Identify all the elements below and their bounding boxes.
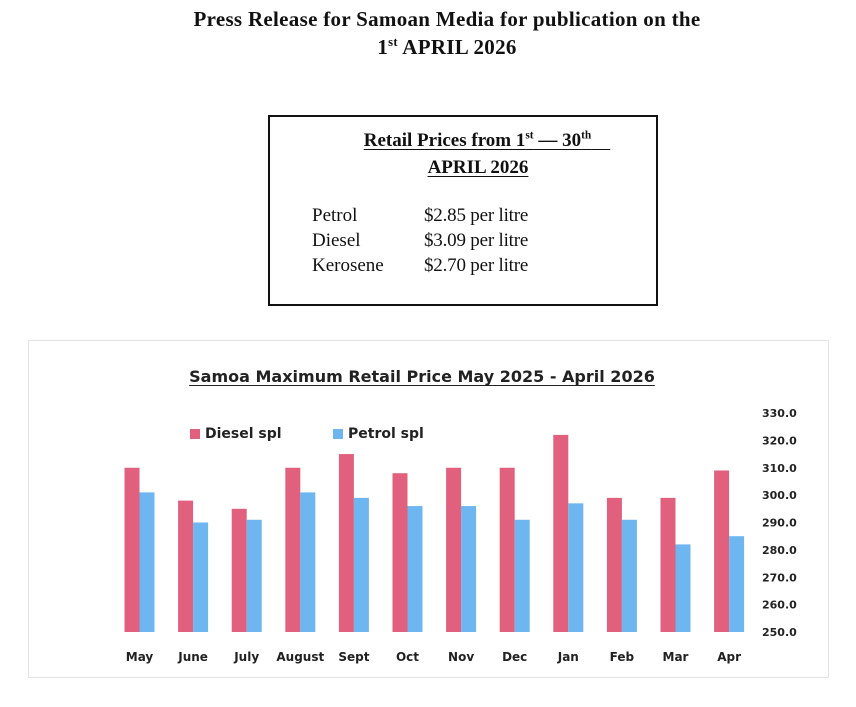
bar-diesel-may	[124, 467, 140, 632]
fuel-name: Diesel	[312, 230, 361, 251]
bar-petrol-august	[300, 492, 316, 632]
chart-title: Samoa Maximum Retail Price May 2025 - Ap…	[189, 367, 655, 386]
legend-petrol: Petrol spl	[333, 426, 424, 442]
x-category-label: Mar	[663, 650, 689, 664]
legend-label-petrol: Petrol spl	[348, 426, 424, 442]
y-tick-label: 260.0	[762, 599, 797, 612]
price-row-petrol: Petrol $2.85 per litre	[312, 203, 528, 228]
price-box-heading: Retail Prices from 1st — 30th APRIL 2026	[270, 127, 656, 181]
x-category-label: Apr	[717, 650, 741, 664]
press-release-title: Press Release for Samoan Media for publi…	[0, 5, 856, 61]
bar-petrol-apr	[729, 536, 745, 632]
legend-swatch-petrol	[333, 429, 343, 439]
bar-petrol-oct	[407, 506, 423, 632]
x-category-label: Feb	[610, 650, 635, 664]
bar-diesel-august	[285, 467, 301, 632]
title-line-1: Press Release for Samoan Media for publi…	[193, 7, 701, 31]
price-box-heading-line-1: Retail Prices from 1st — 30th	[364, 127, 611, 154]
bar-petrol-feb	[621, 519, 637, 632]
x-category-label: Oct	[396, 650, 419, 664]
legend-label-diesel: Diesel spl	[205, 426, 282, 442]
legend-swatch-diesel	[190, 429, 200, 439]
bar-petrol-july	[246, 519, 262, 632]
bar-diesel-apr	[714, 470, 730, 632]
title-day-suffix: st	[388, 35, 398, 49]
bar-diesel-nov	[446, 467, 462, 632]
heading-sup-th: th	[581, 129, 592, 142]
fuel-price: $2.85 per litre	[424, 205, 529, 226]
bar-petrol-may	[139, 492, 155, 632]
chart-frame	[28, 340, 829, 678]
heading-text-mid: — 30	[533, 130, 582, 151]
legend-diesel: Diesel spl	[190, 426, 282, 442]
bar-diesel-jan	[553, 434, 569, 632]
y-tick-label: 250.0	[762, 626, 797, 639]
heading-text-start: Retail Prices from 1	[363, 130, 526, 151]
x-category-label: Sept	[338, 650, 369, 664]
bar-petrol-mar	[675, 544, 691, 632]
bar-petrol-june	[193, 522, 209, 632]
x-category-label: Dec	[502, 650, 527, 664]
x-category-label: May	[126, 650, 154, 664]
bar-diesel-sept	[338, 454, 354, 632]
heading-sup-st: st	[525, 129, 534, 142]
y-tick-label: 280.0	[762, 544, 797, 557]
fuel-price: $2.70 per litre	[424, 255, 529, 276]
fuel-price: $3.09 per litre	[424, 230, 529, 251]
bar-petrol-dec	[514, 519, 530, 632]
title-day: 1	[377, 35, 389, 59]
bar-petrol-nov	[461, 506, 477, 632]
x-category-label: Jan	[557, 650, 579, 664]
bar-diesel-july	[231, 508, 247, 632]
price-box-heading-line-2: APRIL 2026	[427, 157, 529, 178]
retail-price-box: Retail Prices from 1st — 30th APRIL 2026…	[268, 115, 658, 306]
bar-diesel-feb	[606, 497, 622, 632]
fuel-name: Petrol	[312, 205, 358, 226]
y-tick-label: 310.0	[762, 462, 797, 475]
y-tick-label: 270.0	[762, 571, 797, 584]
x-category-label: July	[233, 650, 259, 664]
title-line-2: 1st APRIL 2026	[0, 33, 856, 61]
y-tick-label: 300.0	[762, 489, 797, 502]
y-tick-label: 290.0	[762, 517, 797, 530]
y-tick-label: 330.0	[762, 407, 797, 420]
price-row-diesel: Diesel $3.09 per litre	[312, 228, 528, 253]
x-category-label: August	[276, 650, 324, 664]
x-category-label: Nov	[448, 650, 474, 664]
bar-diesel-dec	[499, 467, 515, 632]
fuel-name: Kerosene	[312, 255, 384, 276]
title-month-year: APRIL 2026	[397, 35, 517, 59]
bar-petrol-sept	[353, 497, 369, 632]
bar-diesel-june	[178, 500, 194, 632]
bar-diesel-mar	[660, 497, 676, 632]
y-tick-label: 320.0	[762, 434, 797, 447]
x-category-label: June	[177, 650, 208, 664]
bar-petrol-jan	[568, 503, 584, 632]
price-row-kerosene: Kerosene $2.70 per litre	[312, 253, 528, 278]
bar-diesel-oct	[392, 473, 408, 632]
